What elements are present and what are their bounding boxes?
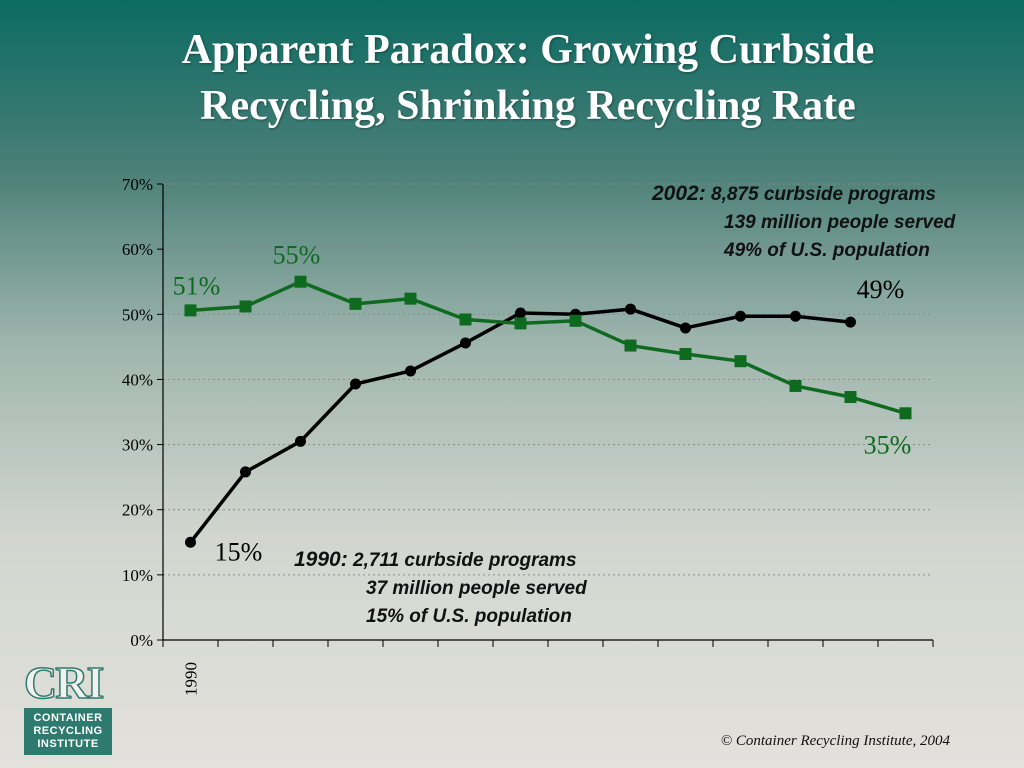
series-2-point-2002 — [844, 391, 857, 404]
series-1-label-2002: 49% — [857, 275, 905, 304]
series-2-line — [190, 279, 906, 415]
series-2-point-1999 — [679, 348, 692, 361]
note-2002-population: 49% of U.S. population — [724, 240, 930, 261]
series-1-point-1992 — [295, 435, 306, 447]
series-2-point-2003 — [899, 407, 912, 420]
slide-title: Apparent Paradox: Growing Curbside Recyc… — [40, 22, 1016, 134]
series-2-point-1990 — [184, 304, 197, 317]
note-1990-programs: 2,711 curbside programs — [353, 550, 577, 571]
cri-logo-mark: CRI — [23, 657, 105, 708]
series-2-point-1994 — [404, 292, 417, 305]
series-1-point-1996 — [515, 307, 526, 319]
series-1-point-2002 — [845, 316, 856, 328]
cri-logo-line-2: RECYCLING — [33, 725, 103, 737]
note-1990-year: 1990: — [294, 548, 348, 571]
y-tick-label-70: 70% — [122, 175, 153, 194]
note-1990: 1990: 2,711 curbside programs 37 million… — [294, 546, 587, 631]
series-2-point-2000 — [734, 355, 747, 368]
series-1-label-1990: 15% — [215, 537, 263, 566]
series-2-label-1990: 51% — [173, 271, 221, 300]
series-2-point-1995 — [459, 313, 472, 326]
y-tick-label-40: 40% — [122, 370, 153, 389]
cri-logo-line-3: INSTITUTE — [37, 738, 99, 750]
copyright-notice: © Container Recycling Institute, 2004 — [720, 733, 950, 749]
series-2-label-2003: 35% — [864, 430, 912, 459]
cri-logo-wordmark: CONTAINER RECYCLING INSTITUTE — [24, 708, 112, 755]
series-2-label-1992: 55% — [273, 241, 321, 270]
series-1-point-2000 — [735, 310, 746, 322]
series-1-line — [189, 307, 851, 544]
note-2002-programs: 8,875 curbside programs — [711, 184, 936, 205]
series-2-point-1998 — [624, 339, 637, 352]
series-2-point-1991 — [239, 300, 252, 313]
cri-logo-line-1: CONTAINER — [33, 712, 103, 724]
series-1-point-1999 — [680, 322, 691, 334]
series-2-point-2001 — [789, 379, 802, 392]
series-1-point-2001 — [790, 310, 801, 322]
series-2-point-1997 — [569, 314, 582, 327]
series-2-point-1996 — [514, 317, 527, 330]
series-1-point-1998 — [625, 303, 636, 315]
y-tick-label-10: 10% — [122, 566, 153, 585]
series-1-point-1990 — [185, 536, 196, 548]
y-tick-label-0: 0% — [130, 631, 153, 650]
note-1990-people: 37 million people served — [366, 578, 587, 599]
slide-title-line-1: Apparent Paradox: Growing Curbside — [181, 27, 875, 73]
series-1-point-1993 — [350, 378, 361, 390]
y-tick-label-60: 60% — [122, 240, 153, 259]
note-2002-people: 139 million people served — [724, 212, 956, 233]
y-tick-label-20: 20% — [122, 501, 153, 520]
series-1-point-1991 — [240, 466, 251, 478]
y-tick-label-50: 50% — [122, 305, 153, 324]
series-2-point-1993 — [349, 297, 362, 310]
note-2002: 2002: 8,875 curbside programs 139 millio… — [652, 180, 955, 265]
slide-title-line-2: Recycling, Shrinking Recycling Rate — [200, 83, 856, 129]
y-tick-label-30: 30% — [122, 436, 153, 455]
note-1990-population: 15% of U.S. population — [366, 606, 572, 627]
series-1-point-1995 — [460, 337, 471, 349]
series-2-point-1992 — [294, 275, 307, 288]
cri-logo: CRI CONTAINER RECYCLING INSTITUTE — [23, 657, 112, 755]
series-1-point-1994 — [405, 365, 416, 377]
x-tick-label-1990: 1990 — [182, 662, 201, 696]
note-2002-year: 2002: — [652, 182, 706, 205]
